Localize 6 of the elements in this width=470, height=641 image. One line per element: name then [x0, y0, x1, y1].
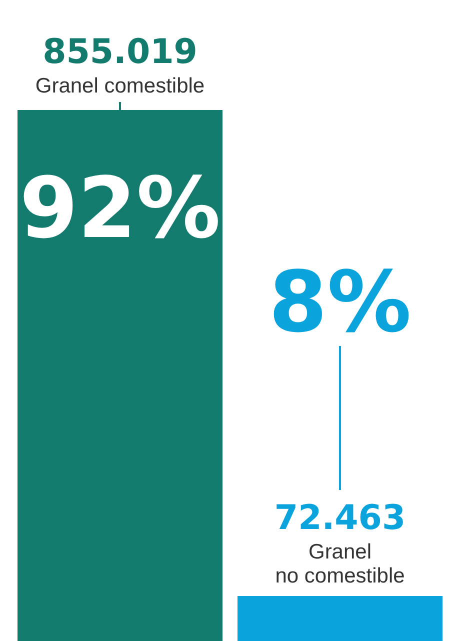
annotation: 92%: [19, 159, 221, 257]
annotation: 8%: [268, 253, 412, 351]
x-tick-label: Granel comestible: [35, 74, 205, 98]
data-label: 855.019: [42, 32, 198, 72]
data-label: 72.463: [274, 498, 406, 538]
x-tick-label: Granel no comestible: [275, 540, 405, 588]
